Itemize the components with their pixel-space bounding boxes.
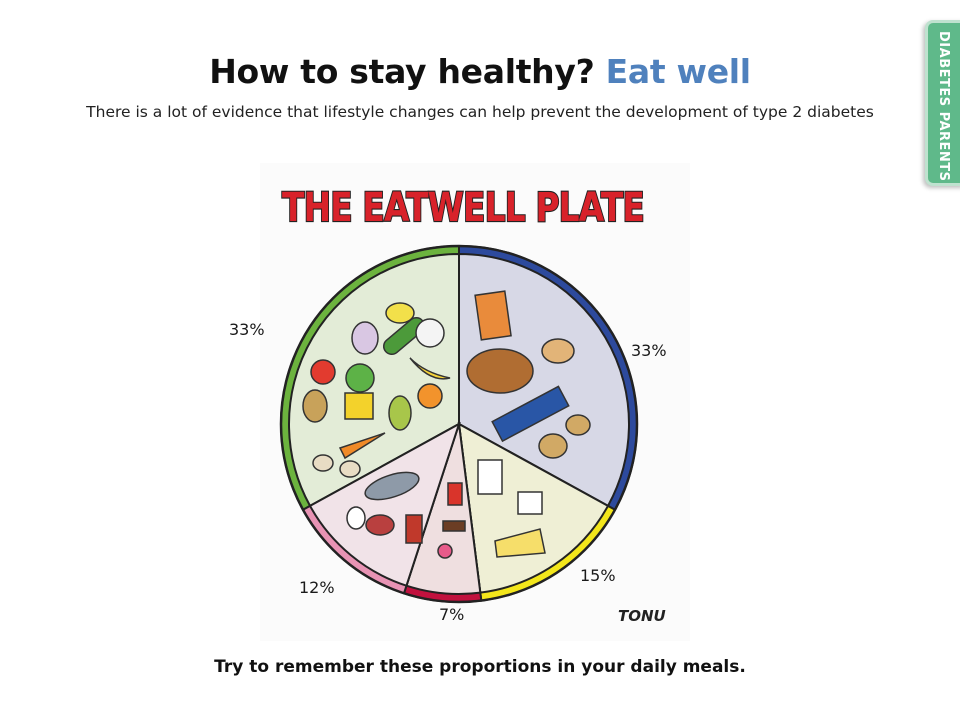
carrot-icon <box>338 432 386 460</box>
slice-label-protein: 12% <box>299 578 335 597</box>
beans-can-icon <box>405 514 423 544</box>
footer-tip: Try to remember these proportions in you… <box>214 657 746 677</box>
page-title: How to stay healthy? Eat well <box>0 52 960 91</box>
rice-box-icon <box>474 290 512 341</box>
soda-can-icon <box>447 482 463 506</box>
banana-icon <box>409 357 451 380</box>
lollipop-icon <box>437 543 453 559</box>
eatwell-plate-panel: THE EATWELL PLATE TONU <box>260 163 690 641</box>
slice-label-sugary: 7% <box>439 605 465 624</box>
food-illustrations <box>302 290 591 559</box>
potato-icon <box>565 414 591 436</box>
pepper-icon <box>344 392 374 420</box>
potato-icon <box>302 389 328 423</box>
chocolate-icon <box>442 520 466 532</box>
spaghetti-icon <box>491 385 570 443</box>
roll-icon <box>541 338 575 364</box>
cauliflower-icon <box>415 318 445 348</box>
yogurt-icon <box>517 491 543 515</box>
cheese-icon <box>494 528 546 558</box>
plate-title: THE EATWELL PLATE <box>282 185 644 231</box>
mushroom-icon <box>339 460 361 478</box>
title-main: How to stay healthy? <box>209 52 595 91</box>
garlic-icon <box>351 321 379 355</box>
slice-label-starchy: 33% <box>631 341 667 360</box>
slice-label-fruit-veg: 33% <box>229 320 265 339</box>
plate-outline <box>279 244 639 604</box>
page-subtitle: There is a lot of evidence that lifestyl… <box>86 103 874 121</box>
tomato-icon <box>310 359 336 385</box>
mushroom-icon <box>312 454 334 472</box>
diabetes-parents-tab[interactable]: DIABETES PARENTS <box>925 20 960 186</box>
title-accent: Eat well <box>605 52 751 91</box>
milk-glass-icon <box>477 459 503 495</box>
tab-label: DIABETES PARENTS <box>936 31 951 182</box>
apple-icon <box>345 363 375 393</box>
potato-icon <box>538 433 568 459</box>
lemon-icon <box>385 302 415 324</box>
egg-icon <box>346 506 366 530</box>
artist-signature: TONU <box>618 607 666 625</box>
fish-icon <box>364 471 420 501</box>
pear-icon <box>388 395 412 431</box>
bread-icon <box>466 348 534 394</box>
meat-icon <box>365 514 395 536</box>
orange-icon <box>417 383 443 409</box>
eatwell-plate-chart: THE EATWELL PLATE TONU <box>279 184 666 625</box>
slice-label-dairy: 15% <box>580 566 616 585</box>
slice-protein <box>308 421 461 587</box>
